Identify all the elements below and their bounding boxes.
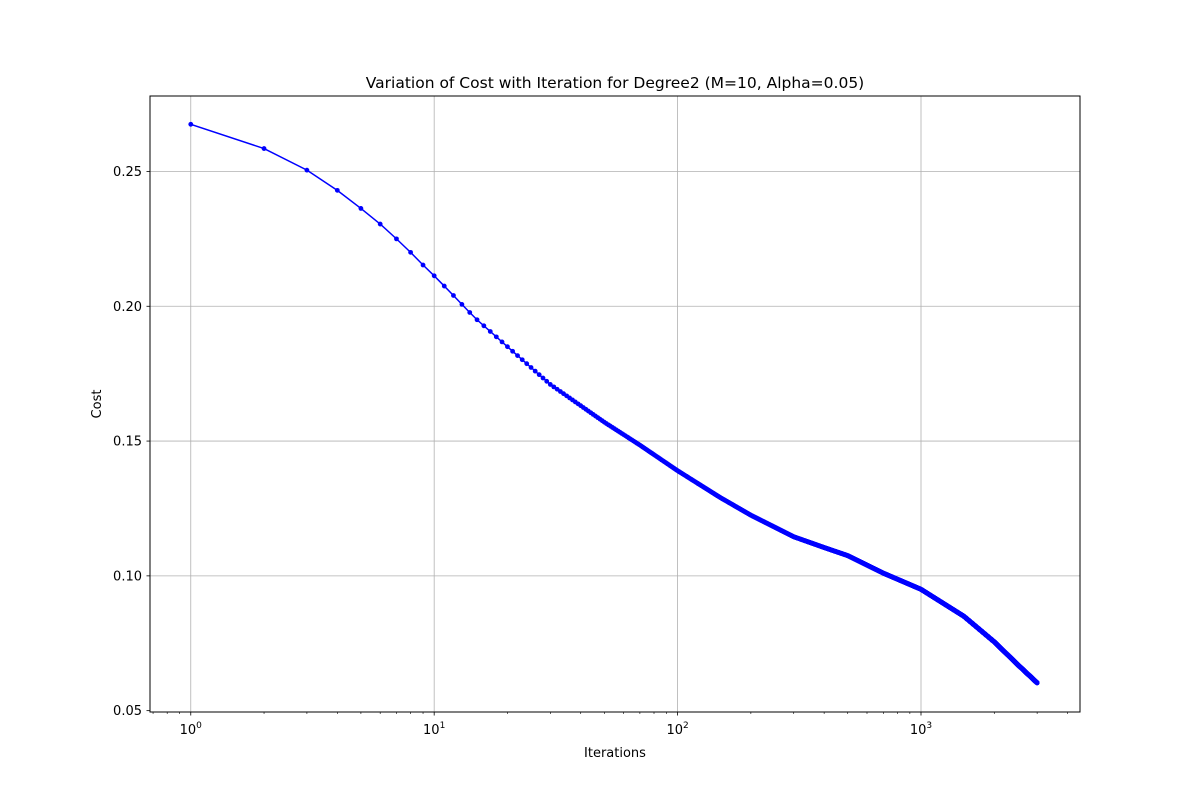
cost-point [487, 329, 493, 334]
y-tick-label: 0.20 [113, 300, 142, 315]
x-tick-label-exponent: 0 [196, 721, 202, 731]
cost-point [524, 361, 530, 367]
x-tick-label-exponent: 1 [440, 721, 446, 731]
y-tick-label: 0.25 [113, 165, 142, 180]
cost-point [451, 293, 456, 298]
cost-point [510, 348, 516, 354]
plot-frame [149, 95, 1081, 713]
cost-point [467, 310, 473, 315]
cost-point [505, 344, 510, 350]
cost-point [528, 365, 534, 370]
cost-point [358, 206, 364, 211]
cost-point [551, 384, 557, 390]
series-layer [188, 121, 1040, 686]
x-tick-label: 102 [666, 721, 688, 738]
x-axis-label: Iterations [584, 746, 646, 761]
x-tick-label: 103 [910, 721, 932, 738]
cost-point [304, 167, 310, 173]
cost-point [420, 262, 426, 268]
chart-title: Variation of Cost with Iteration for Deg… [366, 74, 864, 92]
cost-point [441, 283, 447, 289]
cost-point [334, 187, 340, 193]
grid-layer [150, 96, 1080, 712]
cost-point [377, 221, 383, 227]
cost-point [431, 273, 437, 279]
x-tick-label-base: 10 [910, 723, 927, 738]
x-tick-label-base: 10 [180, 723, 197, 738]
x-axis: 100 101 102 103 [152, 712, 1068, 738]
cost-point [459, 301, 465, 307]
x-tick-label-exponent: 3 [926, 721, 932, 731]
cost-markers [188, 121, 1040, 686]
cost-point [1034, 680, 1040, 686]
y-axis-label: Cost [90, 390, 105, 419]
cost-point [499, 339, 505, 345]
cost-point [261, 146, 267, 151]
x-tick-label-base: 10 [666, 723, 683, 738]
cost-point [394, 236, 399, 242]
cost-point [536, 372, 542, 378]
y-tick-label: 0.15 [113, 435, 142, 450]
cost-point [188, 121, 194, 127]
cost-point [544, 378, 550, 384]
y-tick-label: 0.10 [113, 569, 142, 584]
x-tick-label-exponent: 2 [683, 721, 689, 731]
cost-point [481, 323, 487, 329]
cost-point [540, 375, 546, 381]
cost-point [408, 249, 413, 255]
cost-point [474, 317, 480, 323]
cost-point [519, 357, 525, 363]
x-tick-label: 101 [423, 721, 445, 738]
y-tick-label: 0.05 [113, 704, 142, 719]
cost-point [515, 353, 520, 358]
x-tick-label: 100 [180, 721, 203, 738]
cost-point [493, 334, 499, 340]
cost-point [532, 368, 538, 374]
y-axis: 0.05 0.10 0.15 0.20 0.25 [113, 165, 150, 719]
cost-point [547, 382, 553, 387]
x-tick-label-base: 10 [423, 723, 440, 738]
